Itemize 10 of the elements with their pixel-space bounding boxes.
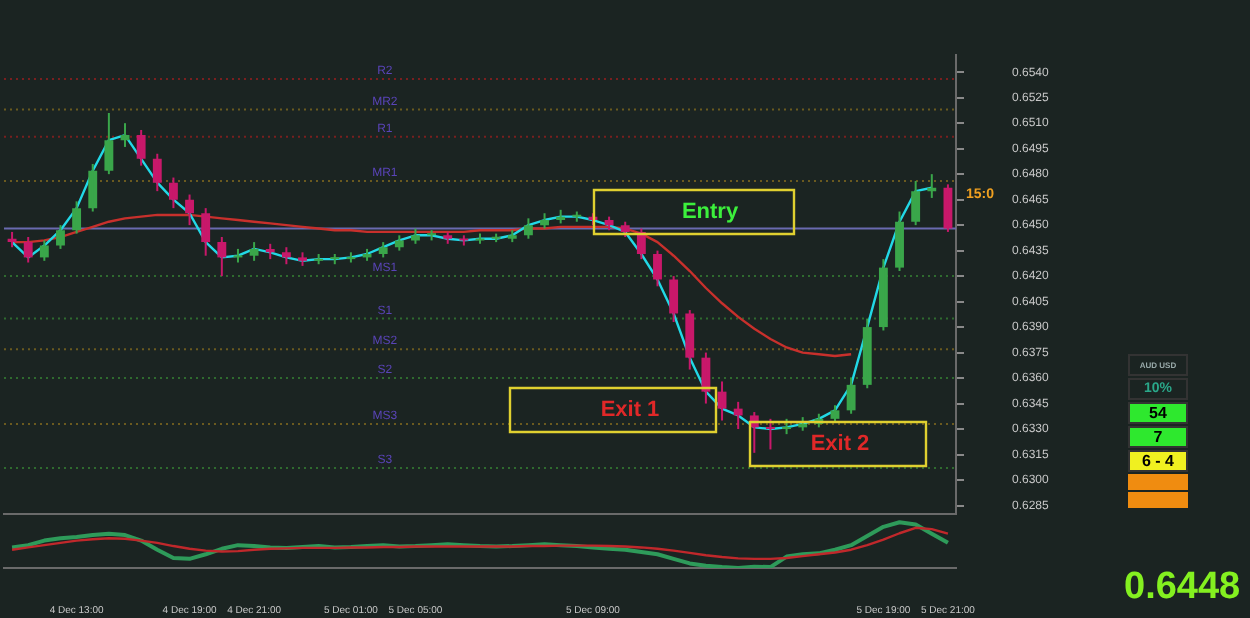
text: 0.6448: [1124, 566, 1241, 608]
text: 54: [1128, 402, 1188, 424]
annotation: Exit 2: [810, 432, 870, 457]
text: 6 - 4: [1128, 450, 1188, 472]
annotation: Exit 1: [600, 398, 660, 423]
candlestick: [507, 229, 517, 244]
candlestick: [443, 230, 453, 245]
annotation: Entry: [681, 200, 740, 225]
text: 7: [1128, 426, 1188, 448]
candlestick: [298, 251, 307, 267]
